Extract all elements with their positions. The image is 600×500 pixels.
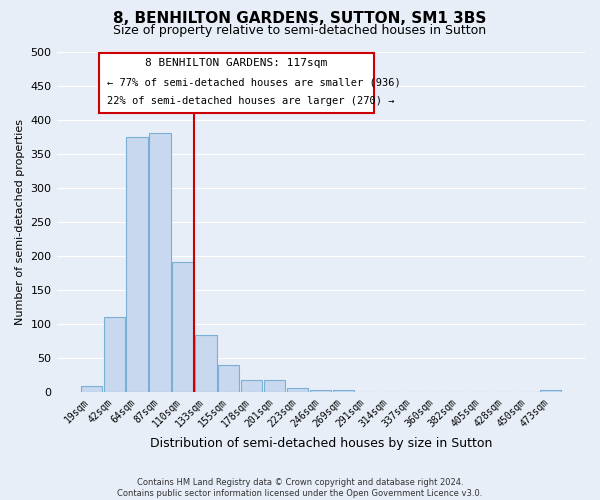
X-axis label: Distribution of semi-detached houses by size in Sutton: Distribution of semi-detached houses by … bbox=[149, 437, 492, 450]
Text: Contains HM Land Registry data © Crown copyright and database right 2024.
Contai: Contains HM Land Registry data © Crown c… bbox=[118, 478, 482, 498]
Bar bbox=[287, 388, 308, 392]
Text: 8 BENHILTON GARDENS: 117sqm: 8 BENHILTON GARDENS: 117sqm bbox=[145, 58, 328, 68]
Bar bbox=[310, 390, 331, 392]
Bar bbox=[540, 390, 561, 392]
Bar bbox=[127, 136, 148, 392]
Bar bbox=[218, 364, 239, 392]
Bar bbox=[80, 386, 101, 392]
Text: 22% of semi-detached houses are larger (270) →: 22% of semi-detached houses are larger (… bbox=[107, 96, 394, 106]
Text: 8, BENHILTON GARDENS, SUTTON, SM1 3BS: 8, BENHILTON GARDENS, SUTTON, SM1 3BS bbox=[113, 11, 487, 26]
Bar bbox=[104, 317, 125, 392]
Text: ← 77% of semi-detached houses are smaller (936): ← 77% of semi-detached houses are smalle… bbox=[107, 77, 400, 87]
FancyBboxPatch shape bbox=[99, 53, 374, 113]
Bar bbox=[333, 390, 354, 392]
Text: Size of property relative to semi-detached houses in Sutton: Size of property relative to semi-detach… bbox=[113, 24, 487, 37]
Bar bbox=[264, 380, 286, 392]
Y-axis label: Number of semi-detached properties: Number of semi-detached properties bbox=[15, 118, 25, 324]
Bar bbox=[149, 133, 170, 392]
Bar bbox=[241, 380, 262, 392]
Bar bbox=[196, 336, 217, 392]
Bar bbox=[172, 262, 194, 392]
